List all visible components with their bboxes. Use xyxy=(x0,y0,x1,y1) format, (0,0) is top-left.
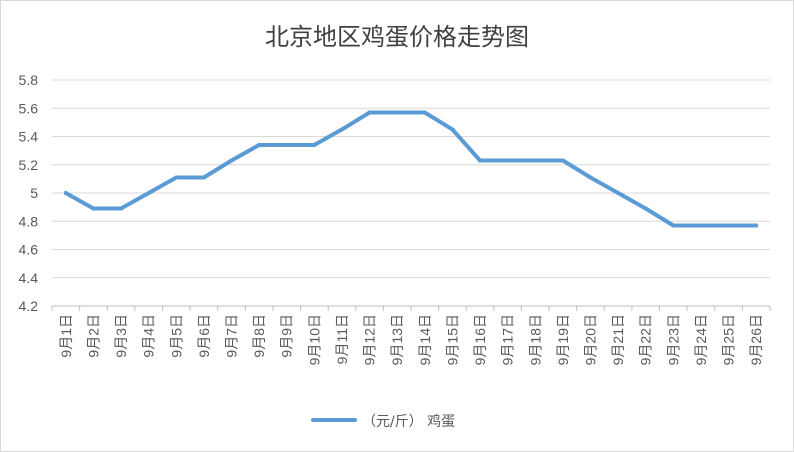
x-tick-label: 9月7日 xyxy=(224,314,240,358)
y-tick-label: 4.6 xyxy=(19,242,39,258)
data-point xyxy=(726,223,731,228)
data-point xyxy=(201,175,206,180)
x-tick-label: 9月10日 xyxy=(306,314,322,365)
data-point xyxy=(671,223,676,228)
x-tick-label: 9月17日 xyxy=(500,314,516,365)
data-point xyxy=(754,223,759,228)
data-point xyxy=(339,127,344,132)
data-point xyxy=(616,191,621,195)
x-tick-label: 9月22日 xyxy=(638,314,654,365)
series-layer xyxy=(63,110,759,228)
data-point xyxy=(119,206,124,211)
data-point xyxy=(698,223,703,228)
x-tick-label: 9月20日 xyxy=(583,314,599,365)
data-point xyxy=(174,175,179,180)
x-tick-label: 9月6日 xyxy=(196,314,212,358)
data-point xyxy=(367,110,372,115)
x-axis xyxy=(51,305,771,311)
x-tick-label: 9月14日 xyxy=(417,314,433,365)
data-point xyxy=(505,158,510,163)
data-point xyxy=(560,158,565,163)
y-tick-label: 5.4 xyxy=(19,129,39,145)
data-point xyxy=(422,110,427,115)
y-tick-label: 5 xyxy=(30,185,38,201)
y-axis-ticks: 4.2 4.4 4.6 4.8 5 5.2 5.4 5.6 5.8 xyxy=(19,72,39,314)
x-tick-label: 9月3日 xyxy=(113,314,129,358)
data-point xyxy=(146,191,151,195)
x-tick-label: 9月25日 xyxy=(721,314,737,365)
x-tick-label: 9月2日 xyxy=(85,314,101,358)
x-tick-label: 9月18日 xyxy=(527,314,543,365)
x-tick-label: 9月24日 xyxy=(693,314,709,365)
y-tick-label: 5.8 xyxy=(19,72,39,88)
data-point xyxy=(63,191,68,195)
data-point xyxy=(643,206,648,211)
y-tick-label: 4.4 xyxy=(19,270,39,286)
x-tick-label: 9月13日 xyxy=(389,314,405,365)
chart-title: 北京地区鸡蛋价格走势图 xyxy=(265,23,529,51)
data-point xyxy=(395,110,400,115)
x-tick-label: 9月11日 xyxy=(334,314,350,364)
x-tick-label: 9月23日 xyxy=(665,314,681,365)
data-point xyxy=(257,142,262,147)
y-tick-label: 5.6 xyxy=(19,100,39,116)
x-tick-label: 9月21日 xyxy=(610,314,626,365)
x-tick-label: 9月12日 xyxy=(362,314,378,365)
x-tick-label: 9月4日 xyxy=(141,314,157,358)
y-tick-label: 5.2 xyxy=(19,157,39,173)
x-tick-label: 9月9日 xyxy=(279,314,295,358)
legend-label: （元/斤） 鸡蛋 xyxy=(362,413,455,430)
data-point xyxy=(91,206,96,211)
data-point xyxy=(284,142,289,147)
data-point xyxy=(450,127,455,132)
y-tick-label: 4.2 xyxy=(19,298,39,314)
x-tick-label: 9月8日 xyxy=(251,314,267,358)
series-line xyxy=(63,110,759,228)
y-tick-label: 4.8 xyxy=(19,213,39,229)
x-tick-label: 9月26日 xyxy=(748,314,764,365)
data-point xyxy=(312,142,317,147)
data-point xyxy=(588,175,593,180)
gridlines xyxy=(52,79,770,279)
x-axis-ticks: 9月1日 9月2日 9月3日 9月4日 9月5日 9月6日 9月7日 9月8日 9月9日 9月10… xyxy=(58,314,764,365)
x-tick-label: 9月19日 xyxy=(555,314,571,365)
data-point xyxy=(229,158,234,163)
data-point xyxy=(533,158,538,163)
data-point xyxy=(478,158,483,163)
x-tick-label: 9月16日 xyxy=(472,314,488,365)
x-tick-label: 9月1日 xyxy=(58,314,74,358)
legend: （元/斤） 鸡蛋 xyxy=(311,413,455,430)
x-tick-label: 9月15日 xyxy=(444,314,460,365)
x-tick-label: 9月5日 xyxy=(168,314,184,358)
